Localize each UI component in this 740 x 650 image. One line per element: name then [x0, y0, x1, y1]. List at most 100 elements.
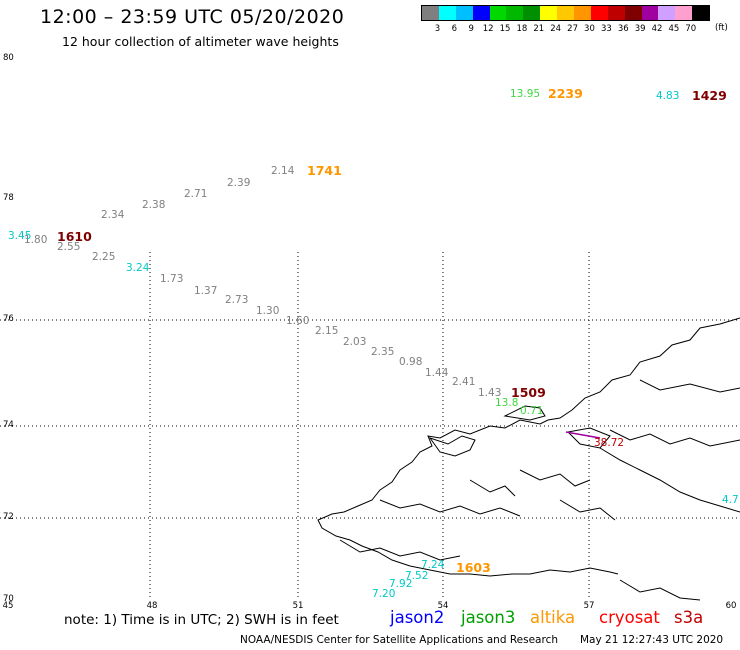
- satellite-cryosat: cryosat: [599, 608, 660, 627]
- wave-height-label: 1.80: [24, 234, 48, 246]
- wave-height-label: 7.92: [389, 578, 413, 590]
- legend-swatch: [455, 6, 473, 20]
- legend-swatch: [590, 6, 608, 20]
- satellite-jason3: jason3: [461, 608, 516, 627]
- satellite-altika: altika: [530, 608, 576, 627]
- wave-height-label: 2.34: [101, 209, 125, 221]
- wave-height-label: 1.60: [286, 315, 310, 327]
- wave-height-label: 4.7: [722, 494, 739, 506]
- wave-height-label: 1610: [57, 229, 92, 244]
- legend-tick-label: 21: [533, 24, 545, 34]
- legend-tick-label: 12: [482, 24, 494, 34]
- satellite-track: [565, 431, 601, 439]
- wave-height-label: 2.41: [452, 376, 476, 388]
- wave-height-label: 2.15: [315, 325, 339, 337]
- lat-label: 76: [3, 314, 14, 324]
- wave-height-label: 1.30: [256, 305, 280, 317]
- wave-height-label: 13.95: [510, 88, 541, 100]
- map-title: 12:00 – 23:59 UTC 05/20/2020: [40, 6, 345, 28]
- legend-tick-label: 3: [434, 24, 441, 34]
- coastline: [317, 317, 740, 601]
- wave-height-label: 1741: [307, 163, 342, 178]
- legend-swatch: [641, 6, 659, 20]
- legend-ticks: 3 6 9 12 15 18 21 24 27 30 33 36 39 42 45 70: [421, 24, 710, 34]
- lat-label: 70: [3, 594, 14, 604]
- wave-height-label: 2.39: [227, 177, 251, 189]
- legend-tick-label: 6: [451, 24, 458, 34]
- lon-label: 60: [725, 601, 737, 611]
- wave-height-label: 13.8: [495, 397, 519, 409]
- satellite-s3a: s3a: [674, 608, 704, 627]
- lon-label: 57: [583, 601, 595, 611]
- wave-height-label: 1603: [456, 560, 491, 575]
- lat-label: 74: [3, 420, 14, 430]
- wave-height-label: 2.71: [184, 188, 208, 200]
- lat-label: 78: [3, 193, 14, 203]
- lat-label: 72: [3, 512, 14, 522]
- wave-height-label: 1.43: [478, 387, 502, 399]
- wave-height-label: 4.83: [656, 90, 680, 102]
- legend-swatch: [540, 6, 558, 20]
- legend-swatch: [658, 6, 676, 20]
- legend-swatch: [489, 6, 507, 20]
- wave-height-label: 7.52: [405, 570, 429, 582]
- graticule: [0, 252, 740, 600]
- color-legend: 3 6 9 12 15 18 21 24 27 30 33 36 39 42 45 70 (ft): [421, 5, 728, 34]
- wave-height-label: 7.24: [421, 559, 445, 571]
- wave-height-label: 3.45: [8, 230, 32, 242]
- legend-swatch: [438, 6, 456, 20]
- legend-unit: (ft): [715, 23, 728, 33]
- wave-height-label: 1.73: [160, 273, 184, 285]
- legend-swatch: [523, 6, 541, 20]
- wave-height-label: 2239: [548, 86, 583, 101]
- lat-label: 80: [3, 53, 14, 63]
- wave-height-label: 3.24: [126, 262, 150, 274]
- legend-tick-label: 27: [567, 24, 578, 34]
- wave-height-label: 1429: [692, 88, 727, 103]
- legend-tick-label: 18: [516, 24, 528, 34]
- legend-swatch: [692, 6, 710, 20]
- wave-height-label: 38.72: [594, 437, 625, 449]
- legend-tick-label: 45: [668, 24, 680, 34]
- lon-label: 45: [2, 601, 14, 611]
- wave-height-label: 0.98: [399, 356, 423, 368]
- legend-tick-label: 30: [584, 24, 595, 34]
- legend-swatch: [506, 6, 524, 20]
- wave-height-label: 2.55: [57, 241, 81, 253]
- lon-label: 54: [437, 601, 449, 611]
- legend-swatches: [421, 5, 711, 21]
- legend-swatch: [607, 6, 625, 20]
- legend-tick-label: 39: [634, 24, 646, 34]
- legend-tick-label: 33: [600, 24, 612, 34]
- wave-height-label: 1.44: [425, 367, 449, 379]
- legend-swatch: [624, 6, 642, 20]
- wave-height-label: 2.25: [92, 251, 116, 263]
- wave-height-label: 1509: [511, 385, 546, 400]
- wave-height-label: 2.03: [343, 336, 367, 348]
- wave-height-label: 2.73: [225, 294, 249, 306]
- satellite-jason2: jason2: [390, 608, 445, 627]
- legend-tick-label: 9: [468, 24, 474, 34]
- legend-swatch: [557, 6, 575, 20]
- legend-tick-label: 42: [651, 24, 663, 34]
- footnote: note: 1) Time is in UTC; 2) SWH is in fe…: [64, 612, 339, 628]
- wave-height-label: 2.38: [142, 199, 166, 211]
- lon-label: 48: [146, 601, 158, 611]
- wave-height-label: 0.71: [520, 405, 544, 417]
- map-subtitle: 12 hour collection of altimeter wave hei…: [62, 34, 339, 49]
- lon-label: 51: [292, 601, 304, 611]
- legend-tick-label: 36: [617, 24, 629, 34]
- wave-height-label: 2.14: [271, 165, 295, 177]
- legend-tick-label: 24: [550, 24, 562, 34]
- legend-swatch: [574, 6, 591, 20]
- generated-timestamp: May 21 12:27:43 UTC 2020: [580, 634, 724, 646]
- legend-tick-label: 15: [499, 24, 511, 34]
- legend-swatch: [422, 6, 439, 20]
- legend-tick-label: 70: [685, 24, 697, 34]
- wave-height-label: 7.20: [372, 588, 396, 600]
- legend-swatch: [472, 6, 490, 20]
- wave-height-label: 2.35: [371, 346, 395, 358]
- credit-line: NOAA/NESDIS Center for Satellite Applica…: [240, 634, 558, 646]
